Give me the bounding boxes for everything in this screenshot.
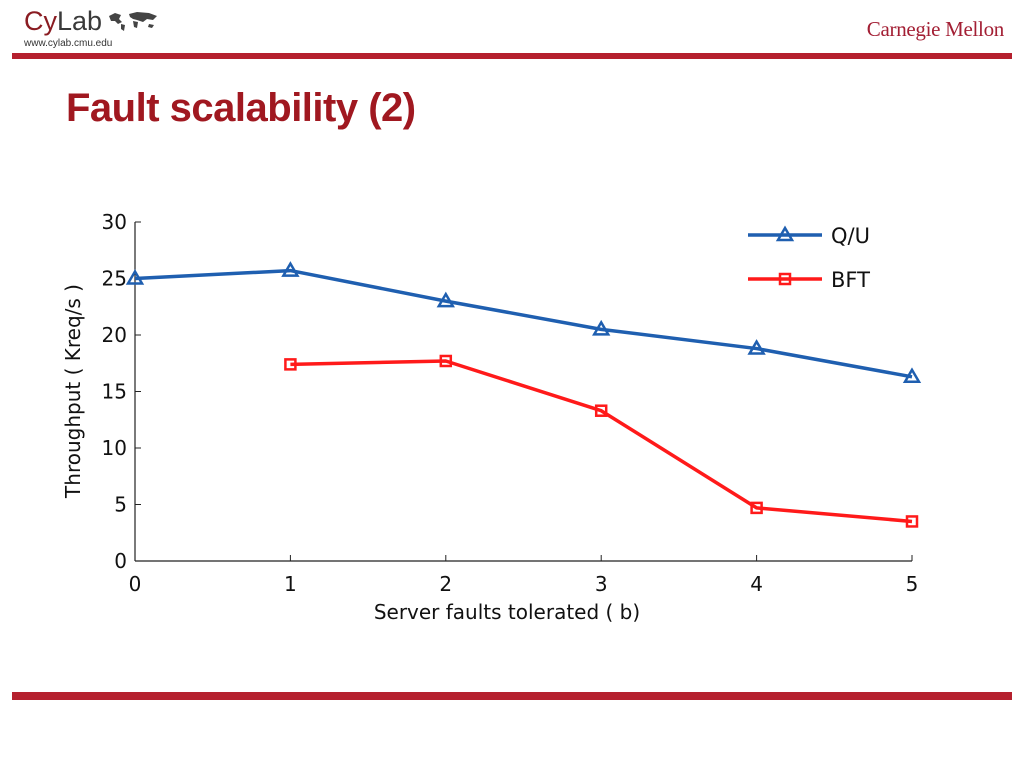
legend-label: Q/U: [831, 224, 870, 248]
data-point: [125, 269, 145, 285]
legend-marker: [775, 225, 795, 242]
data-point: [281, 261, 300, 277]
y-tick-label: 15: [102, 380, 127, 404]
x-tick-label: 5: [906, 572, 919, 596]
data-point: [750, 501, 763, 515]
x-tick-label: 4: [750, 572, 763, 596]
legend-marker: [778, 272, 792, 286]
legend-label: BFT: [831, 268, 870, 292]
legend-item: BFT: [748, 268, 870, 292]
y-tick-label: 20: [102, 323, 127, 347]
data-point: [905, 515, 919, 528]
legend-item: Q/U: [748, 224, 870, 248]
data-point: [284, 358, 297, 371]
x-tick-label: 1: [284, 572, 297, 596]
chart-legend: Q/U BFT: [748, 224, 870, 292]
data-point: [902, 367, 922, 384]
x-axis-label: Server faults tolerated ( b): [374, 600, 640, 624]
series-bft: [284, 354, 919, 528]
y-axis-label: Throughput ( Kreq/s ): [61, 284, 85, 499]
x-tick-label: 0: [129, 572, 142, 596]
y-tick-label: 0: [114, 549, 127, 573]
data-point: [592, 319, 611, 336]
y-tick-label: 5: [114, 493, 127, 517]
cmu-logo: Carnegie Mellon: [866, 17, 1005, 41]
x-tick-label: 3: [595, 572, 608, 596]
header-divider: [12, 53, 1012, 59]
logo-lab-text: Lab: [57, 6, 103, 36]
logo-cy-text: Cy: [24, 6, 57, 36]
chart-axes: 0 1 2 3 4 5 0 5 10 15 20 25 30: [102, 210, 919, 596]
footer-divider: [12, 692, 1012, 700]
chart-series: [125, 261, 922, 528]
series-line: [134, 268, 913, 379]
data-point: [747, 339, 766, 355]
series-q-u: [125, 261, 922, 384]
x-tick-label: 2: [439, 572, 452, 596]
site-url: www.cylab.cmu.edu: [24, 38, 113, 49]
cylab-logo: CyLab: [24, 6, 102, 37]
y-tick-label: 10: [102, 436, 127, 460]
data-point: [439, 354, 453, 368]
data-point: [594, 404, 608, 417]
y-tick-label: 30: [102, 210, 127, 234]
y-tick-label: 25: [102, 267, 127, 291]
data-point: [436, 291, 455, 308]
slide-title: Fault scalability (2): [66, 86, 416, 130]
world-map-icon: [109, 12, 157, 31]
series-line: [290, 359, 913, 524]
